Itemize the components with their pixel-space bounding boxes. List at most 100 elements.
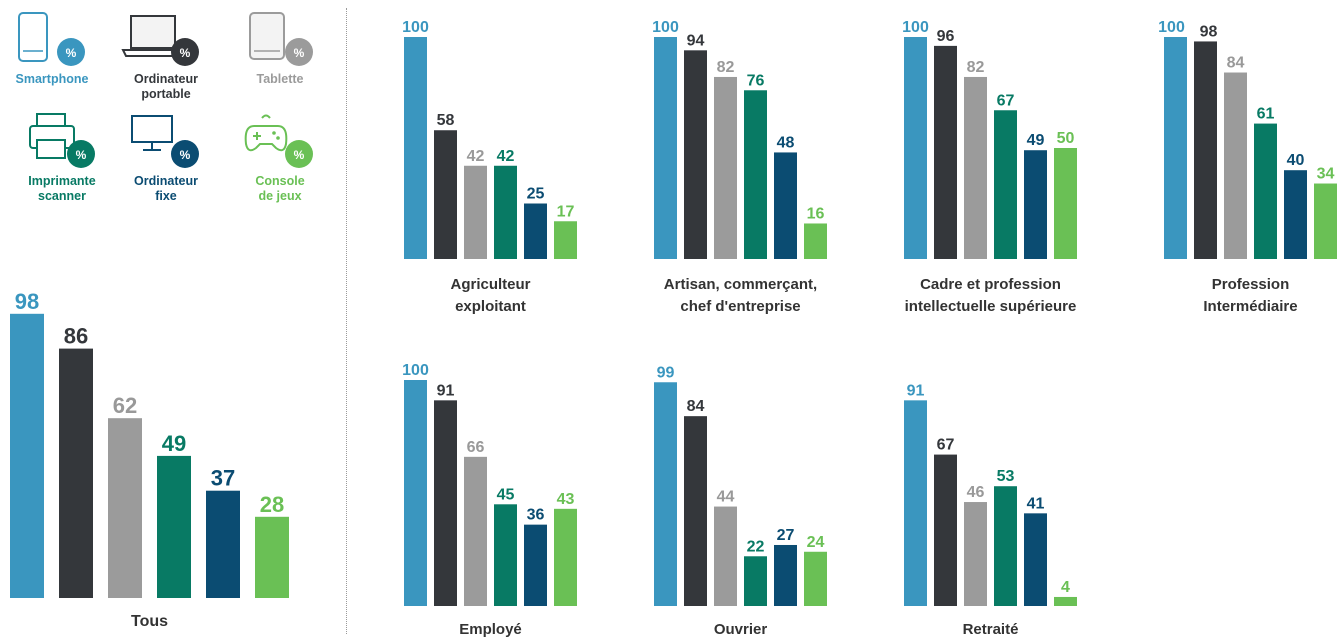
legend-label: Imprimante scanner bbox=[10, 174, 114, 204]
gamepad-icon: % bbox=[244, 114, 313, 168]
data-label: 49 bbox=[1027, 132, 1045, 149]
bar bbox=[1054, 596, 1077, 606]
data-label: 91 bbox=[437, 382, 455, 399]
legend-label-line: fixe bbox=[155, 189, 177, 203]
bar bbox=[1054, 148, 1077, 259]
bar bbox=[994, 110, 1017, 259]
category-label: Cadre et profession bbox=[920, 276, 1061, 293]
bar bbox=[404, 37, 427, 259]
data-label: 36 bbox=[527, 507, 545, 524]
bar bbox=[1164, 37, 1187, 259]
bar bbox=[964, 76, 987, 260]
bar bbox=[684, 50, 707, 259]
percent-badge: % bbox=[180, 46, 191, 60]
percent-badge: % bbox=[180, 148, 191, 162]
data-label: 17 bbox=[557, 203, 575, 220]
chart-group: 100 58 42 42 25 17 Agriculteur exploitant bbox=[402, 19, 577, 315]
data-label: 67 bbox=[937, 437, 955, 454]
bar bbox=[994, 486, 1017, 606]
data-label: 84 bbox=[687, 398, 705, 415]
bar bbox=[1284, 170, 1307, 259]
data-label: 99 bbox=[657, 364, 675, 381]
bar bbox=[684, 416, 707, 606]
category-label: Artisan, commerçant, bbox=[664, 276, 817, 293]
legend-label-line: Smartphone bbox=[15, 72, 89, 86]
chart-group: 100 94 82 76 48 16 Artisan, commerçant, chef d'… bbox=[652, 19, 827, 315]
bar bbox=[494, 165, 517, 259]
bar bbox=[434, 400, 457, 606]
bar bbox=[1194, 41, 1217, 259]
data-label: 50 bbox=[1057, 130, 1075, 147]
bar bbox=[904, 37, 927, 259]
legend-label: Tablette bbox=[228, 72, 332, 87]
percent-badge: % bbox=[66, 46, 77, 60]
chart-group: 99 84 44 22 27 24 Ouvrier bbox=[654, 364, 827, 638]
data-label: 100 bbox=[402, 362, 429, 379]
data-label: 37 bbox=[211, 466, 235, 491]
legend-label-line: Console bbox=[255, 174, 305, 188]
data-label: 46 bbox=[967, 484, 985, 501]
bar bbox=[904, 400, 927, 606]
data-label: 66 bbox=[467, 439, 485, 456]
data-label: 62 bbox=[113, 393, 137, 418]
legend-label-line: scanner bbox=[38, 189, 86, 203]
bar bbox=[1024, 513, 1047, 606]
data-label: 82 bbox=[967, 59, 985, 76]
data-label: 98 bbox=[15, 289, 39, 314]
data-label: 40 bbox=[1287, 152, 1305, 169]
data-label: 28 bbox=[260, 492, 284, 517]
bar bbox=[524, 524, 547, 606]
tablet-icon: % bbox=[249, 12, 313, 66]
legend-label: Console de jeux bbox=[228, 174, 332, 204]
bar bbox=[434, 130, 457, 259]
desktop-icon: % bbox=[131, 115, 199, 168]
bar bbox=[1314, 183, 1337, 259]
bar bbox=[744, 556, 767, 606]
smartphone-icon: % bbox=[18, 12, 85, 66]
legend-label-line: Imprimante bbox=[28, 174, 96, 188]
data-label: 100 bbox=[402, 19, 429, 36]
data-label: 76 bbox=[747, 72, 765, 89]
bar bbox=[524, 203, 547, 259]
chart-group: 98 86 62 49 37 28 Tous bbox=[10, 289, 289, 630]
legend-label: Ordinateur fixe bbox=[114, 174, 218, 204]
bar bbox=[1024, 150, 1047, 259]
data-label: 27 bbox=[777, 527, 795, 544]
bar bbox=[59, 348, 93, 598]
category-label: exploitant bbox=[455, 298, 526, 315]
chart-group: 91 67 46 53 41 4 Retraité bbox=[904, 382, 1077, 638]
bar bbox=[804, 223, 827, 259]
bar bbox=[10, 313, 44, 598]
bar bbox=[554, 508, 577, 606]
data-label: 43 bbox=[557, 491, 575, 508]
printer-icon: % bbox=[29, 113, 95, 168]
data-label: 98 bbox=[1200, 23, 1218, 40]
category-label: Intermédiaire bbox=[1203, 298, 1297, 315]
category-label: Employé bbox=[459, 621, 522, 638]
data-label: 58 bbox=[437, 112, 455, 129]
percent-badge: % bbox=[294, 148, 305, 162]
data-label: 45 bbox=[497, 486, 515, 503]
bar bbox=[934, 454, 957, 606]
bar bbox=[464, 165, 487, 259]
data-label: 61 bbox=[1257, 106, 1275, 123]
category-label: intellectuelle supérieure bbox=[905, 298, 1077, 315]
bar bbox=[774, 544, 797, 606]
category-label: Ouvrier bbox=[714, 621, 768, 638]
chart-group: 100 98 84 61 40 34 Profession Intermédiaire bbox=[1158, 19, 1337, 315]
chart-group: 100 91 66 45 36 43 Employé bbox=[402, 362, 577, 638]
bar bbox=[654, 37, 677, 259]
bar bbox=[804, 551, 827, 606]
data-label: 100 bbox=[1158, 19, 1185, 36]
bar bbox=[1254, 123, 1277, 259]
data-label: 48 bbox=[777, 134, 795, 151]
legend-label-line: portable bbox=[141, 87, 191, 101]
data-label: 25 bbox=[527, 186, 545, 203]
bar bbox=[255, 516, 289, 598]
category-label: Retraité bbox=[963, 621, 1019, 638]
legend-label-line: Ordinateur bbox=[134, 174, 198, 188]
bar bbox=[554, 221, 577, 259]
bar bbox=[714, 76, 737, 260]
